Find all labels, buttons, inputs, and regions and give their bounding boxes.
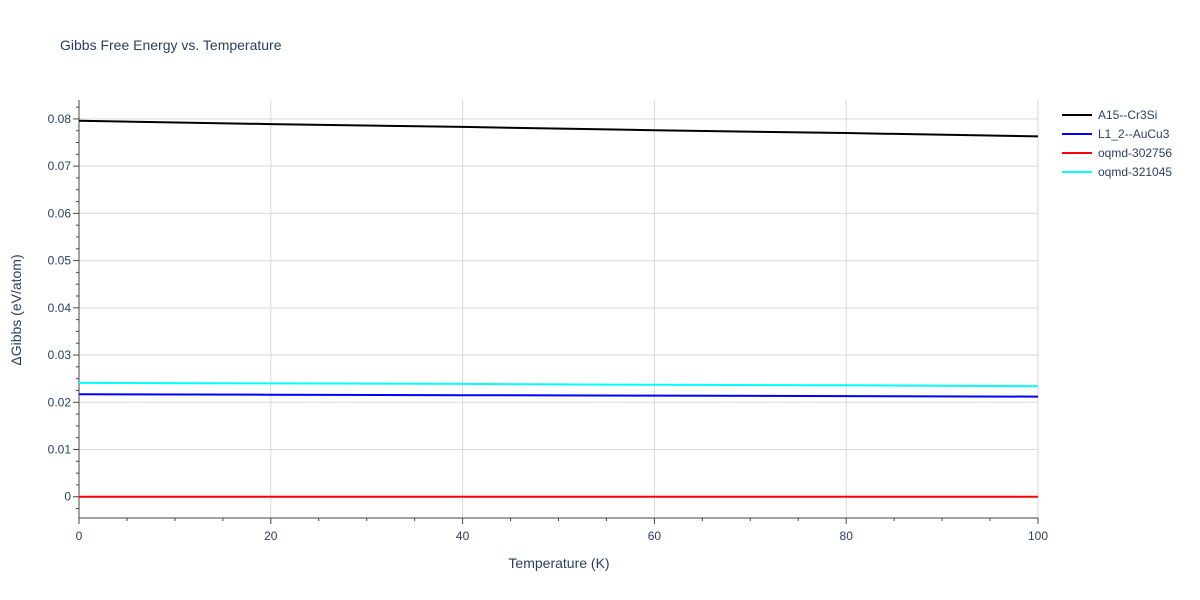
x-tick-label: 20 (264, 529, 278, 543)
legend-label: L1_2--AuCu3 (1098, 127, 1170, 141)
y-tick-label: 0.04 (48, 301, 72, 315)
x-tick-label: 0 (76, 529, 83, 543)
y-tick-label: 0.05 (48, 254, 72, 268)
x-tick-label: 60 (648, 529, 662, 543)
legend-item[interactable]: A15--Cr3Si (1062, 108, 1157, 122)
legend-item[interactable]: L1_2--AuCu3 (1062, 127, 1170, 141)
series-line-oqmd-321045 (78, 381, 1039, 388)
y-tick-label: 0.02 (48, 395, 72, 409)
axes-layer: 0 20 40 60 80 100 0 0.01 0.02 0.03 0.04 0.05 0.06 0.0… (48, 100, 1048, 543)
chart-title: Gibbs Free Energy vs. Temperature (60, 37, 282, 53)
legend-item[interactable]: oqmd-302756 (1062, 146, 1172, 160)
legend-label: A15--Cr3Si (1098, 108, 1157, 122)
series-line-L1_2--AuCu3 (78, 393, 1039, 398)
y-tick-label: 0.08 (48, 112, 72, 126)
x-tick-label: 80 (840, 529, 854, 543)
y-tick-label: 0.06 (48, 206, 72, 220)
y-tick-label: 0.03 (48, 348, 72, 362)
legend[interactable]: A15--Cr3Si L1_2--AuCu3 oqmd-302756 oqmd-321… (1062, 108, 1172, 179)
grid-layer (79, 100, 1039, 518)
y-tick-label: 0.07 (48, 159, 72, 173)
x-axis-title: Temperature (K) (508, 555, 609, 571)
y-tick-label: 0 (64, 490, 71, 504)
legend-label: oqmd-321045 (1098, 165, 1172, 179)
y-tick-label: 0.01 (48, 443, 72, 457)
series-line-A15--Cr3Si (78, 119, 1039, 138)
series-layer (78, 119, 1039, 498)
x-tick-label: 100 (1028, 529, 1048, 543)
y-axis-title: ΔGibbs (eV/atom) (8, 254, 24, 365)
legend-item[interactable]: oqmd-321045 (1062, 165, 1172, 179)
legend-label: oqmd-302756 (1098, 146, 1172, 160)
x-tick-label: 40 (456, 529, 470, 543)
